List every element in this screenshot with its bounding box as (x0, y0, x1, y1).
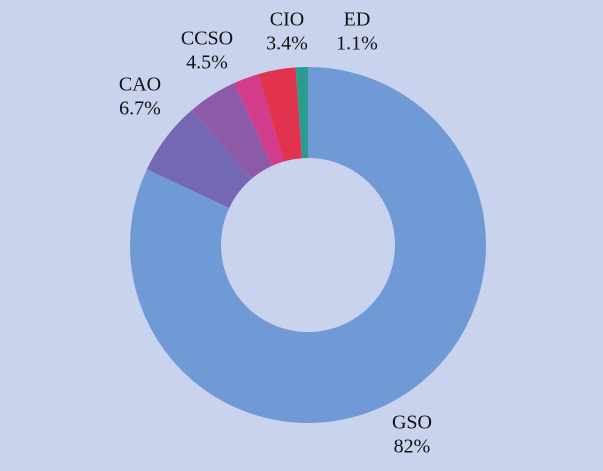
slice-value-label: 82% (394, 436, 431, 458)
slice-label: CIO (270, 9, 304, 31)
slice-label: GSO (392, 412, 432, 434)
donut-slice (258, 67, 302, 162)
slice-value-label: 3.4% (266, 33, 308, 55)
slice-label: CCSO (181, 28, 233, 50)
slice-value-label: 1.1% (336, 33, 378, 55)
slice-value-label: 4.5% (186, 52, 228, 74)
slice-label: CAO (119, 74, 161, 96)
donut-slice (130, 67, 487, 423)
slice-value-label: 6.7% (119, 98, 161, 120)
donut-slice (234, 74, 284, 166)
donut-slice (146, 110, 252, 208)
donut-slice (191, 83, 272, 180)
slice-label: ED (344, 9, 371, 31)
donut-slice (295, 67, 308, 159)
